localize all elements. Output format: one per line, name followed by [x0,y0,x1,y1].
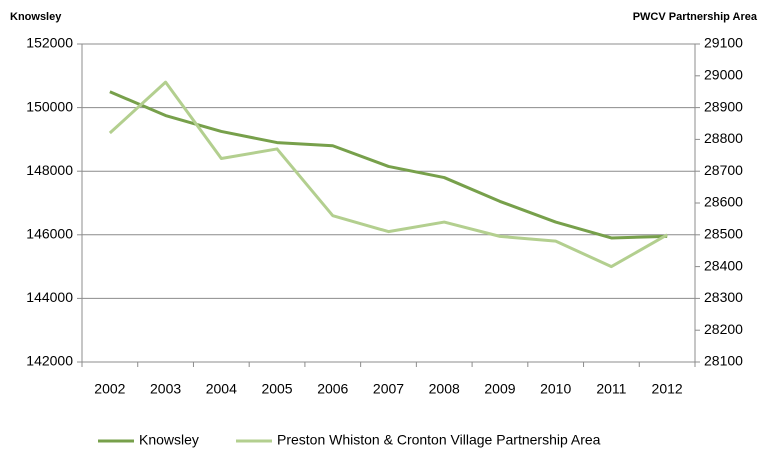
x-tick-label: 2009 [484,381,515,397]
x-tick-label: 2012 [652,381,683,397]
y2-tick-label: 28900 [704,98,743,114]
y-tick-label: 152000 [26,35,73,51]
x-tick-label: 2005 [261,381,292,397]
y-tick-label: 150000 [26,98,73,114]
y2-tick-label: 28500 [704,226,743,242]
x-tick-label: 2011 [596,381,626,397]
y2-tick-label: 28100 [704,353,743,369]
x-tick-label: 2002 [94,381,125,397]
y2-tick-label: 28200 [704,321,743,337]
y-axis-title: Knowsley [10,11,62,23]
x-tick-label: 2006 [317,381,348,397]
legend-label: Preston Whiston & Cronton Village Partne… [277,432,601,448]
y-tick-label: 144000 [26,289,73,305]
y-tick-label: 146000 [26,226,73,242]
y-tick-label: 148000 [26,162,73,178]
y2-tick-label: 29100 [704,35,743,51]
y2-tick-label: 28800 [704,130,743,146]
y2-tick-label: 28300 [704,289,743,305]
y2-axis-title: PWCV Partnership Area [633,11,758,23]
y-tick-label: 142000 [26,353,73,369]
y2-tick-label: 28600 [704,194,743,210]
x-tick-label: 2004 [206,381,237,397]
x-tick-label: 2007 [373,381,404,397]
legend-label: Knowsley [139,432,199,448]
series-line [108,80,668,269]
series-line [109,90,668,240]
x-tick-label: 2010 [540,381,571,397]
y2-tick-label: 28700 [704,162,743,178]
y2-tick-label: 28400 [704,257,743,273]
y2-tick-label: 29000 [704,67,743,83]
x-tick-label: 2003 [150,381,181,397]
x-tick-label: 2008 [429,381,460,397]
